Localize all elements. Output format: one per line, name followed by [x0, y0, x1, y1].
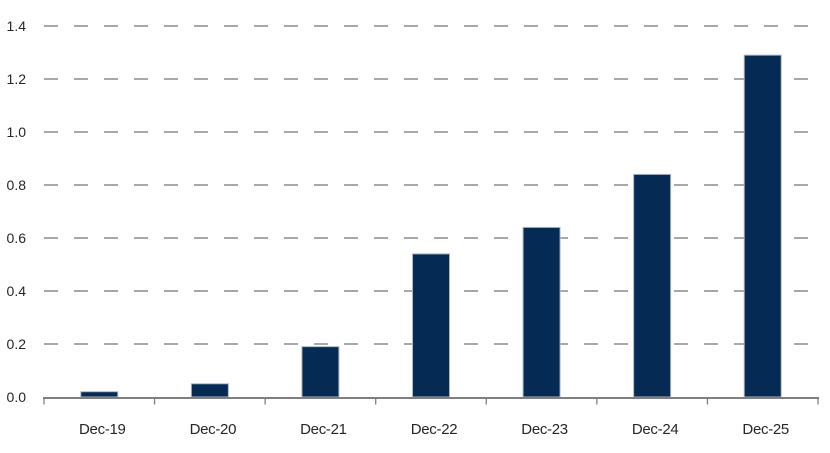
bar-dec-25	[743, 54, 782, 398]
y-axis-tick-label: 1.2	[7, 71, 27, 87]
y-axis-tick-label: 0.4	[7, 283, 27, 299]
y-axis-tick-label: 0.8	[7, 177, 27, 193]
x-axis-tick-label: Dec-24	[632, 421, 679, 438]
x-axis-tick-label: Dec-19	[79, 421, 126, 438]
bar-dec-23	[522, 226, 561, 398]
y-axis-tick-label: 0.0	[7, 389, 27, 405]
bar-dec-24	[633, 173, 672, 398]
bar-dec-20	[190, 383, 229, 398]
bar-dec-21	[301, 346, 340, 398]
y-axis-tick-label: 1.4	[7, 18, 27, 34]
x-axis-tick-label: Dec-21	[300, 421, 347, 438]
y-axis-tick-label: 0.2	[7, 336, 27, 352]
y-axis-tick-label: 1.0	[7, 124, 27, 140]
bar-dec-19	[80, 391, 119, 398]
bar-dec-22	[412, 253, 450, 398]
x-axis-tick-label: Dec-22	[411, 421, 458, 438]
x-axis-tick-label: Dec-25	[742, 421, 789, 438]
x-axis-tick-label: Dec-23	[521, 421, 568, 438]
x-axis-tick-label: Dec-20	[190, 421, 237, 438]
y-axis-tick-label: 0.6	[7, 230, 27, 246]
